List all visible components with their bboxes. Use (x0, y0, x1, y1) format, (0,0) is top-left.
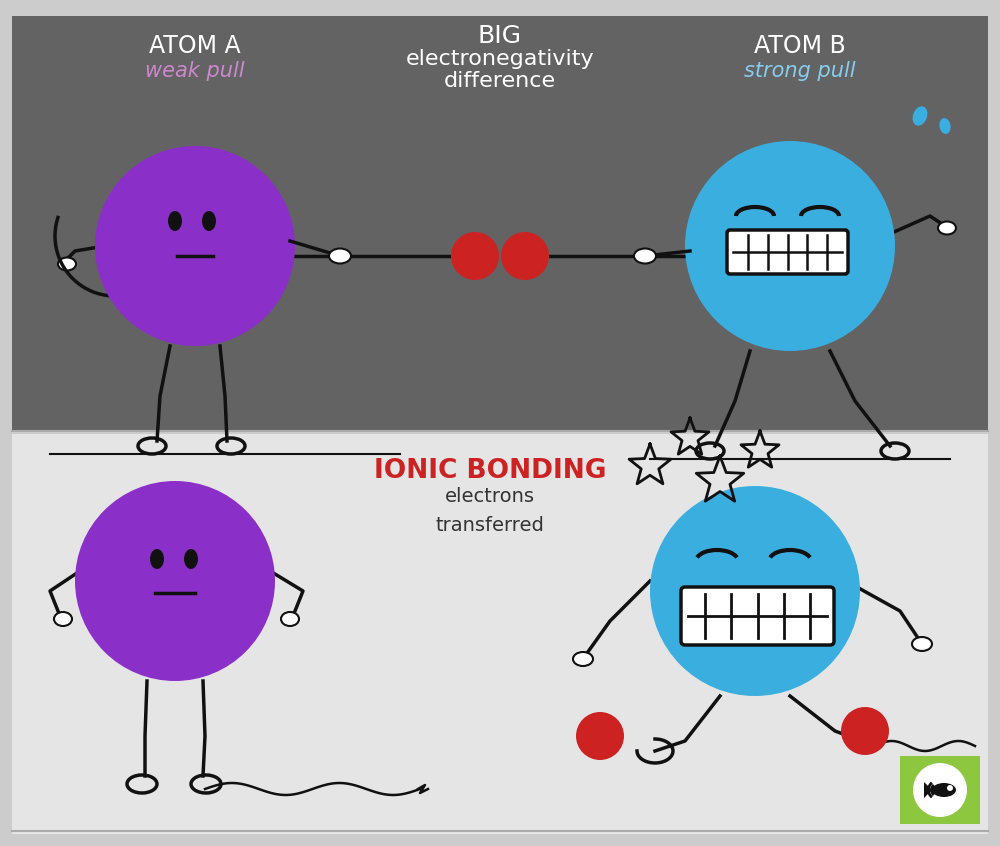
Ellipse shape (54, 612, 72, 626)
Ellipse shape (329, 249, 351, 263)
Circle shape (841, 707, 889, 755)
Text: ATOM B: ATOM B (754, 34, 846, 58)
Ellipse shape (95, 146, 295, 346)
Ellipse shape (281, 612, 299, 626)
Polygon shape (924, 782, 932, 798)
FancyBboxPatch shape (727, 230, 848, 274)
Text: ATOM A: ATOM A (149, 34, 241, 58)
Text: weak pull: weak pull (145, 61, 245, 81)
Text: BIG: BIG (478, 24, 522, 48)
Ellipse shape (58, 257, 76, 271)
Ellipse shape (932, 783, 956, 797)
Circle shape (576, 712, 624, 760)
Text: difference: difference (444, 71, 556, 91)
Ellipse shape (184, 549, 198, 569)
Bar (12, 434, 988, 834)
FancyBboxPatch shape (681, 587, 834, 645)
Circle shape (913, 763, 967, 817)
Ellipse shape (913, 107, 927, 126)
Text: electronegativity: electronegativity (406, 49, 594, 69)
Ellipse shape (912, 637, 932, 651)
Ellipse shape (938, 222, 956, 234)
Bar (900, 756, 980, 824)
Ellipse shape (75, 481, 275, 681)
Bar (12, 16, 988, 431)
Ellipse shape (202, 211, 216, 231)
Ellipse shape (150, 549, 164, 569)
Ellipse shape (939, 118, 951, 134)
Ellipse shape (573, 652, 593, 666)
Ellipse shape (634, 249, 656, 263)
Text: strong pull: strong pull (744, 61, 856, 81)
Circle shape (947, 785, 953, 791)
Circle shape (501, 232, 549, 280)
Circle shape (451, 232, 499, 280)
Ellipse shape (168, 211, 182, 231)
Ellipse shape (685, 141, 895, 351)
Ellipse shape (650, 486, 860, 696)
Text: electrons
transferred: electrons transferred (436, 486, 544, 536)
Text: IONIC BONDING: IONIC BONDING (374, 458, 606, 484)
